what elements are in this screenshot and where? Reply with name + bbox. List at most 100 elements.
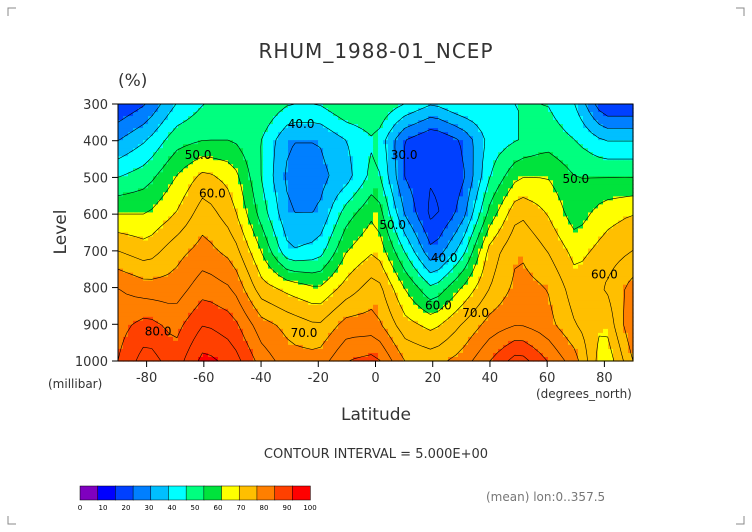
heatmap-cell <box>588 232 594 238</box>
heatmap-cell <box>603 200 609 205</box>
heatmap-cell <box>448 256 454 262</box>
heatmap-cell <box>543 284 549 290</box>
heatmap-cell <box>573 104 579 109</box>
heatmap-cell <box>303 180 309 185</box>
heatmap-cell <box>193 220 199 226</box>
heatmap-cell <box>418 152 424 157</box>
heatmap-cell <box>163 224 169 230</box>
heatmap-cell <box>588 152 594 157</box>
heatmap-cell <box>308 140 314 145</box>
heatmap-cell <box>363 180 369 185</box>
heatmap-cell <box>508 120 514 125</box>
heatmap-cell <box>508 268 514 274</box>
heatmap-cell <box>403 104 409 109</box>
heatmap-cell <box>248 184 254 189</box>
heatmap-cell <box>398 196 404 201</box>
heatmap-cell <box>203 200 209 205</box>
heatmap-cell <box>198 272 204 278</box>
heatmap-cell <box>313 232 319 238</box>
heatmap-cell <box>608 156 614 161</box>
heatmap-cell <box>208 212 214 218</box>
heatmap-cell <box>338 280 344 286</box>
heatmap-cell <box>623 172 629 177</box>
heatmap-cell <box>438 136 444 141</box>
heatmap-cell <box>203 296 209 302</box>
heatmap-cell <box>178 132 184 137</box>
heatmap-cell <box>453 108 459 113</box>
heatmap-cell <box>198 224 204 230</box>
heatmap-cell <box>593 132 599 137</box>
heatmap-cell <box>198 108 204 113</box>
heatmap-cell <box>438 220 444 226</box>
heatmap-cell <box>403 288 409 294</box>
heatmap-cell <box>373 108 379 113</box>
heatmap-cell <box>528 144 534 149</box>
heatmap-cell <box>153 188 159 193</box>
heatmap-cell <box>538 104 544 109</box>
heatmap-cell <box>608 144 614 149</box>
heatmap-cell <box>613 148 619 153</box>
heatmap-cell <box>538 112 544 117</box>
heatmap-cell <box>458 108 464 113</box>
heatmap-cell <box>328 264 334 270</box>
heatmap-cell <box>138 120 144 125</box>
heatmap-cell <box>173 180 179 185</box>
heatmap-cell <box>593 252 599 258</box>
heatmap-cell <box>393 120 399 125</box>
heatmap-cell <box>423 156 429 161</box>
heatmap-cell <box>413 168 419 173</box>
heatmap-cell <box>213 196 219 201</box>
heatmap-cell <box>263 260 269 266</box>
heatmap-cell <box>388 140 394 145</box>
heatmap-cell <box>518 248 524 254</box>
heatmap-cell <box>518 160 524 165</box>
heatmap-cell <box>473 176 479 181</box>
heatmap-cell <box>568 152 574 157</box>
heatmap-cell <box>168 272 174 278</box>
heatmap-cell <box>428 280 434 286</box>
heatmap-cell <box>523 172 529 177</box>
heatmap-cell <box>548 236 554 242</box>
heatmap-cell <box>318 144 324 149</box>
heatmap-cell <box>568 216 574 222</box>
heatmap-cell <box>398 252 404 258</box>
heatmap-cell <box>453 128 459 133</box>
heatmap-cell <box>573 284 579 290</box>
heatmap-cell <box>123 196 129 201</box>
heatmap-cell <box>343 212 349 218</box>
heatmap-cell <box>343 288 349 294</box>
heatmap-cell <box>613 252 619 258</box>
heatmap-cell <box>118 236 124 242</box>
heatmap-cell <box>593 124 599 129</box>
heatmap-cell <box>613 104 619 109</box>
heatmap-cell <box>613 144 619 149</box>
heatmap-cell <box>118 168 124 173</box>
heatmap-cell <box>383 132 389 137</box>
heatmap-cell <box>218 164 224 169</box>
heatmap-cell <box>598 272 604 278</box>
heatmap-cell <box>133 256 139 262</box>
heatmap-cell <box>388 188 394 193</box>
heatmap-cell <box>173 128 179 133</box>
heatmap-cell <box>553 140 559 145</box>
heatmap-cell <box>268 280 274 286</box>
heatmap-cell <box>253 224 259 230</box>
heatmap-cell <box>448 272 454 278</box>
heatmap-cell <box>258 212 264 218</box>
heatmap-cell <box>188 188 194 193</box>
heatmap-cell <box>453 256 459 262</box>
heatmap-cell <box>438 212 444 218</box>
heatmap-cell <box>483 156 489 161</box>
chart-title: RHUM_1988-01_NCEP <box>258 39 493 63</box>
heatmap-cell <box>298 172 304 177</box>
heatmap-cell <box>488 128 494 133</box>
heatmap-cell <box>258 236 264 242</box>
heatmap-cell <box>168 180 174 185</box>
heatmap-cell <box>228 216 234 222</box>
heatmap-cell <box>498 284 504 290</box>
heatmap-cell <box>163 264 169 270</box>
heatmap-cell <box>408 236 414 242</box>
heatmap-cell <box>353 272 359 278</box>
heatmap-cell <box>503 184 509 189</box>
heatmap-cell <box>218 184 224 189</box>
